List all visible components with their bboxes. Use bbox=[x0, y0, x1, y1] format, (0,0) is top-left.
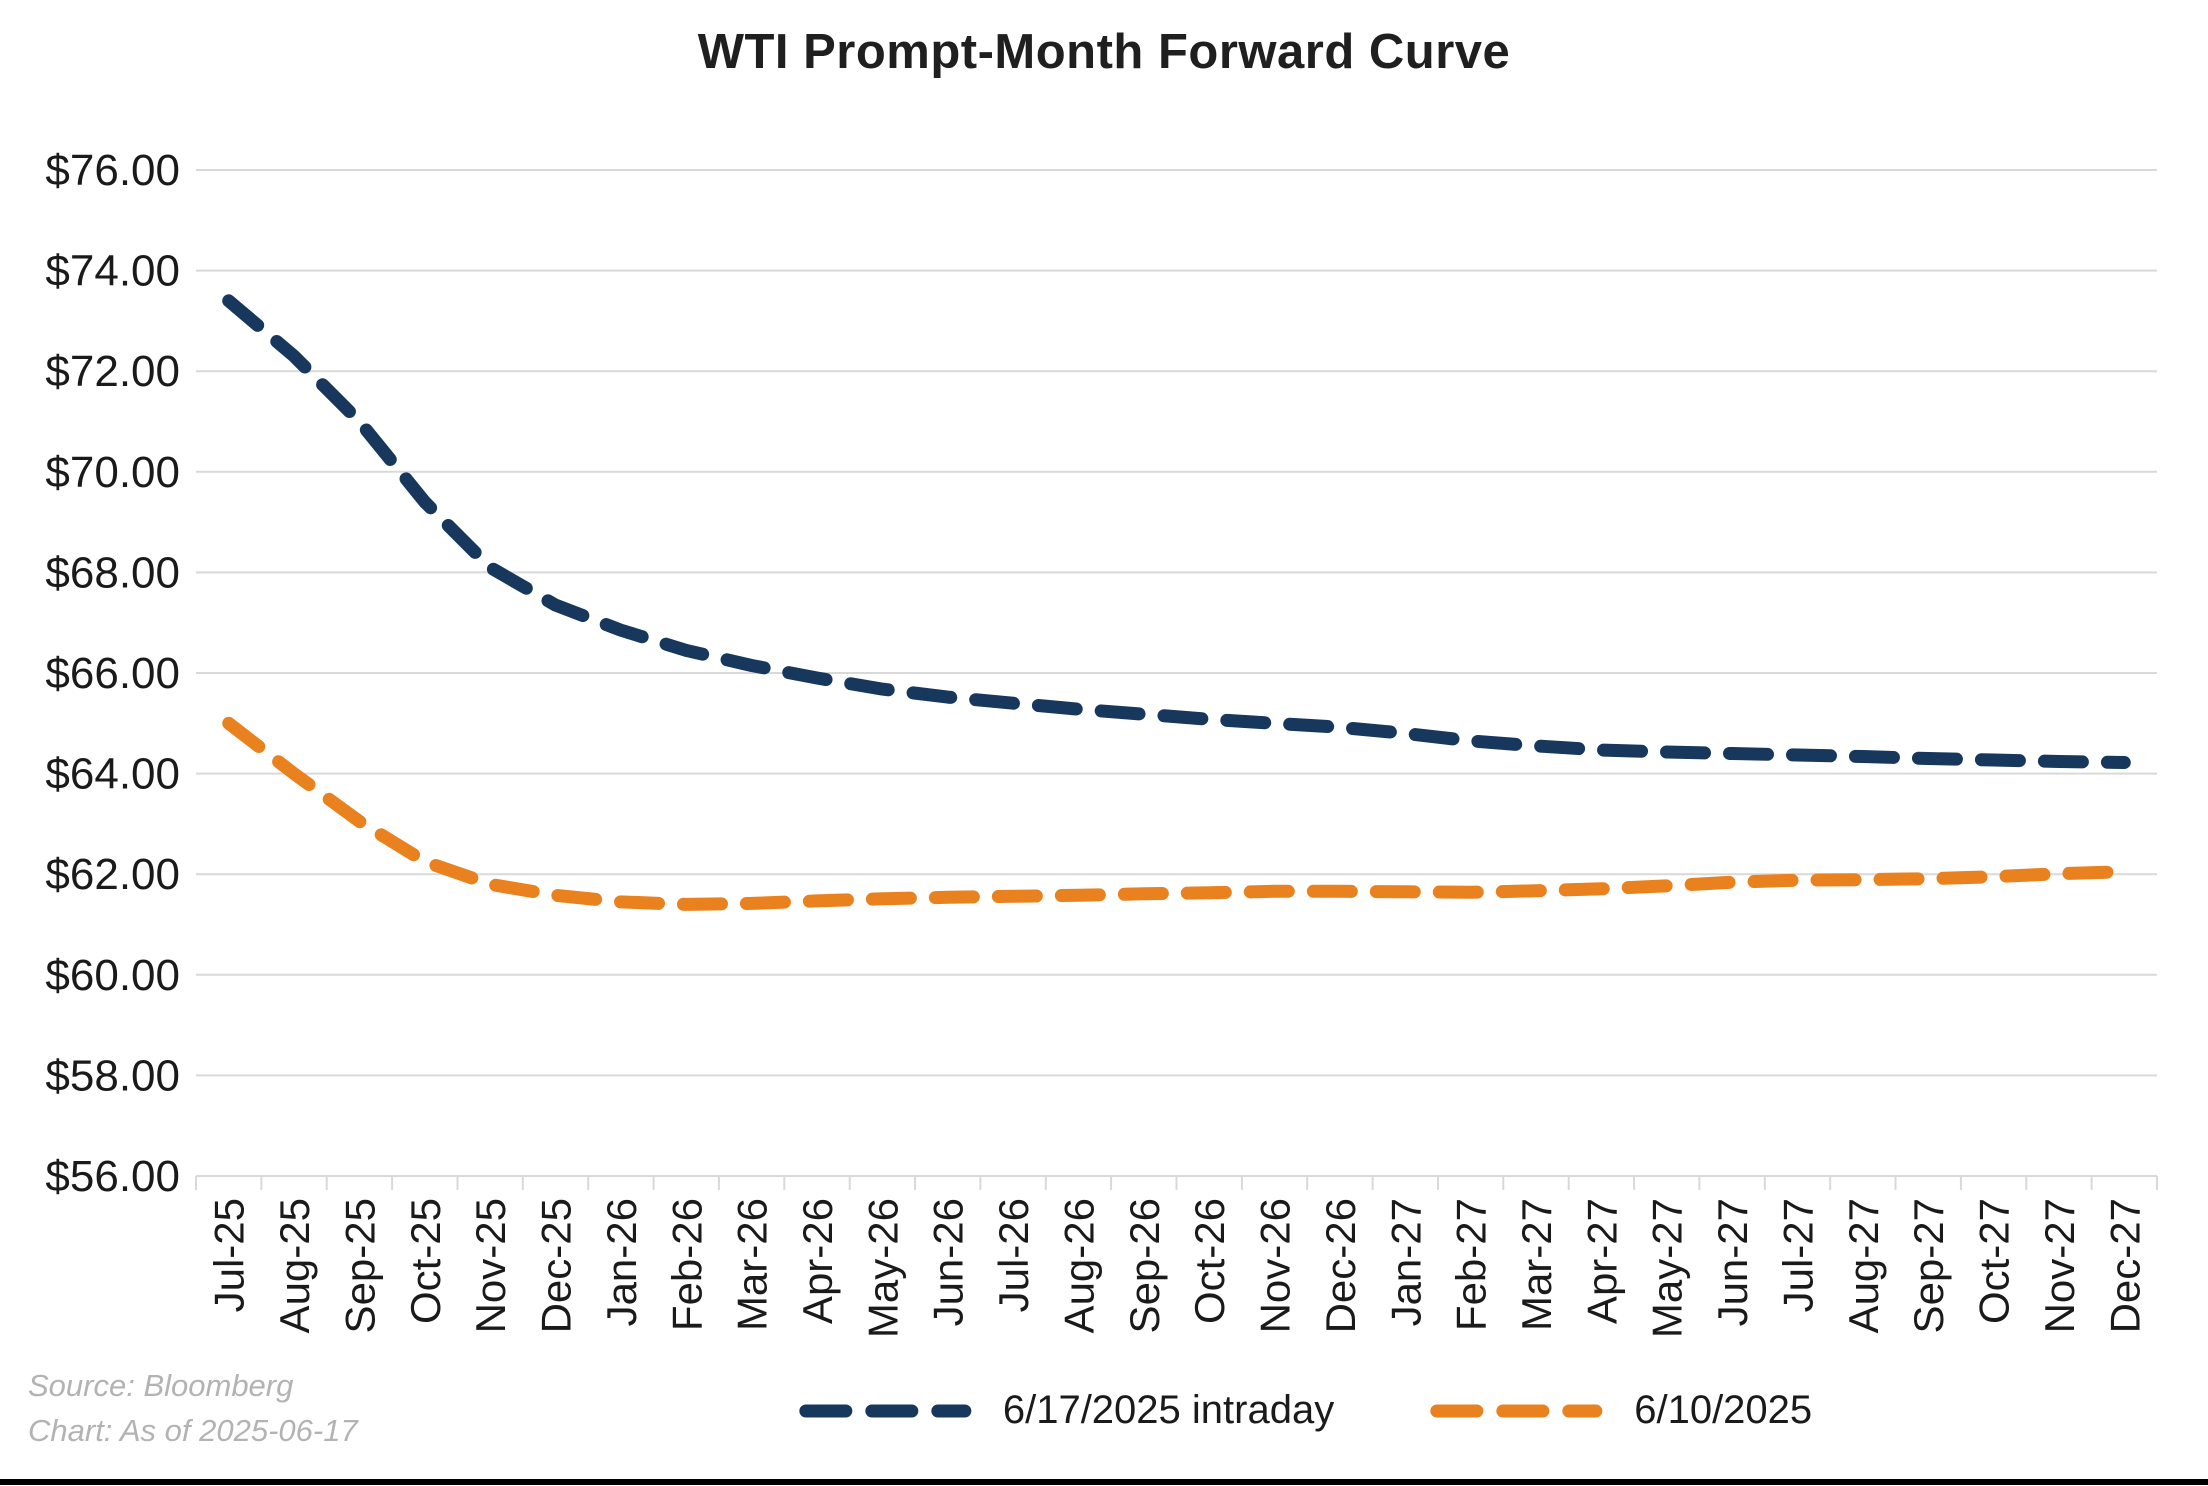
y-axis-label: $72.00 bbox=[45, 347, 180, 396]
legend-dash-swatch bbox=[1430, 1404, 1603, 1417]
x-axis-label: Aug-27 bbox=[1840, 1198, 1887, 1333]
x-axis-label: Sep-27 bbox=[1905, 1198, 1952, 1333]
x-axis-label: Jun-27 bbox=[1709, 1198, 1756, 1326]
x-axis-label: May-27 bbox=[1644, 1198, 1691, 1338]
x-axis-label: Sep-26 bbox=[1121, 1198, 1168, 1333]
chart-title: WTI Prompt-Month Forward Curve bbox=[697, 25, 1511, 79]
y-axis-label: $60.00 bbox=[45, 951, 180, 1000]
legend-item-intraday: 6/17/2025 intraday bbox=[798, 1388, 1334, 1433]
series-line-intraday bbox=[222, 294, 2131, 769]
series-line-prior bbox=[222, 716, 2131, 911]
x-axis-label: Jan-27 bbox=[1382, 1198, 1429, 1326]
legend-item-prior: 6/10/2025 bbox=[1429, 1388, 1812, 1433]
x-axis-label: Aug-25 bbox=[271, 1198, 318, 1333]
x-axis-label: May-26 bbox=[859, 1198, 906, 1338]
x-axis-label: Jul-25 bbox=[206, 1198, 253, 1312]
chart-legend: 6/17/2025 intraday 6/10/2025 bbox=[798, 1388, 1812, 1433]
x-axis-label: Jan-26 bbox=[598, 1198, 645, 1326]
x-axis-label: Oct-25 bbox=[402, 1198, 449, 1324]
y-axis-label: $68.00 bbox=[45, 548, 180, 597]
x-axis-label: Feb-26 bbox=[663, 1198, 710, 1331]
x-axis-label: Nov-27 bbox=[2036, 1198, 2083, 1333]
x-axis-label: Jul-27 bbox=[1775, 1198, 1822, 1312]
x-axis-label: Oct-27 bbox=[1971, 1198, 2018, 1324]
x-axis-label: Nov-25 bbox=[467, 1198, 514, 1333]
y-axis-label: $70.00 bbox=[45, 448, 180, 497]
y-axis-label: $76.00 bbox=[45, 146, 180, 195]
legend-dash-swatch bbox=[799, 1404, 972, 1417]
bottom-border bbox=[0, 1479, 2208, 1485]
legend-label: 6/17/2025 intraday bbox=[1002, 1388, 1335, 1432]
x-axis-label: Dec-25 bbox=[533, 1198, 580, 1333]
y-axis-label: $74.00 bbox=[45, 247, 180, 296]
x-axis-label: Oct-26 bbox=[1186, 1198, 1233, 1324]
x-axis-label: Mar-27 bbox=[1513, 1198, 1560, 1331]
source-line: Source: Bloomberg bbox=[28, 1368, 294, 1403]
x-axis-label: Jun-26 bbox=[925, 1198, 972, 1326]
x-axis-label: Mar-26 bbox=[729, 1198, 776, 1331]
x-axis-label: Apr-27 bbox=[1578, 1198, 1625, 1324]
x-axis-label: Dec-27 bbox=[2101, 1198, 2148, 1333]
source-note: Source: Bloomberg Chart: As of 2025-06-1… bbox=[28, 1364, 358, 1454]
x-axis-label: Nov-26 bbox=[1252, 1198, 1299, 1333]
x-axis-label: Feb-27 bbox=[1448, 1198, 1495, 1331]
y-axis-label: $58.00 bbox=[45, 1051, 180, 1100]
x-axis-label: Jul-26 bbox=[990, 1198, 1037, 1312]
y-axis-label: $56.00 bbox=[45, 1152, 180, 1201]
x-axis-label: Dec-26 bbox=[1317, 1198, 1364, 1333]
x-axis-label: Sep-25 bbox=[336, 1198, 383, 1333]
x-axis-label: Aug-26 bbox=[1055, 1198, 1102, 1333]
y-axis-label: $64.00 bbox=[45, 750, 180, 799]
legend-label: 6/10/2025 bbox=[1634, 1388, 1813, 1432]
y-axis-label: $66.00 bbox=[45, 649, 180, 698]
x-axis-label: Apr-26 bbox=[794, 1198, 841, 1324]
y-axis-label: $62.00 bbox=[45, 850, 180, 899]
chart-asof-line: Chart: As of 2025-06-17 bbox=[28, 1412, 358, 1448]
